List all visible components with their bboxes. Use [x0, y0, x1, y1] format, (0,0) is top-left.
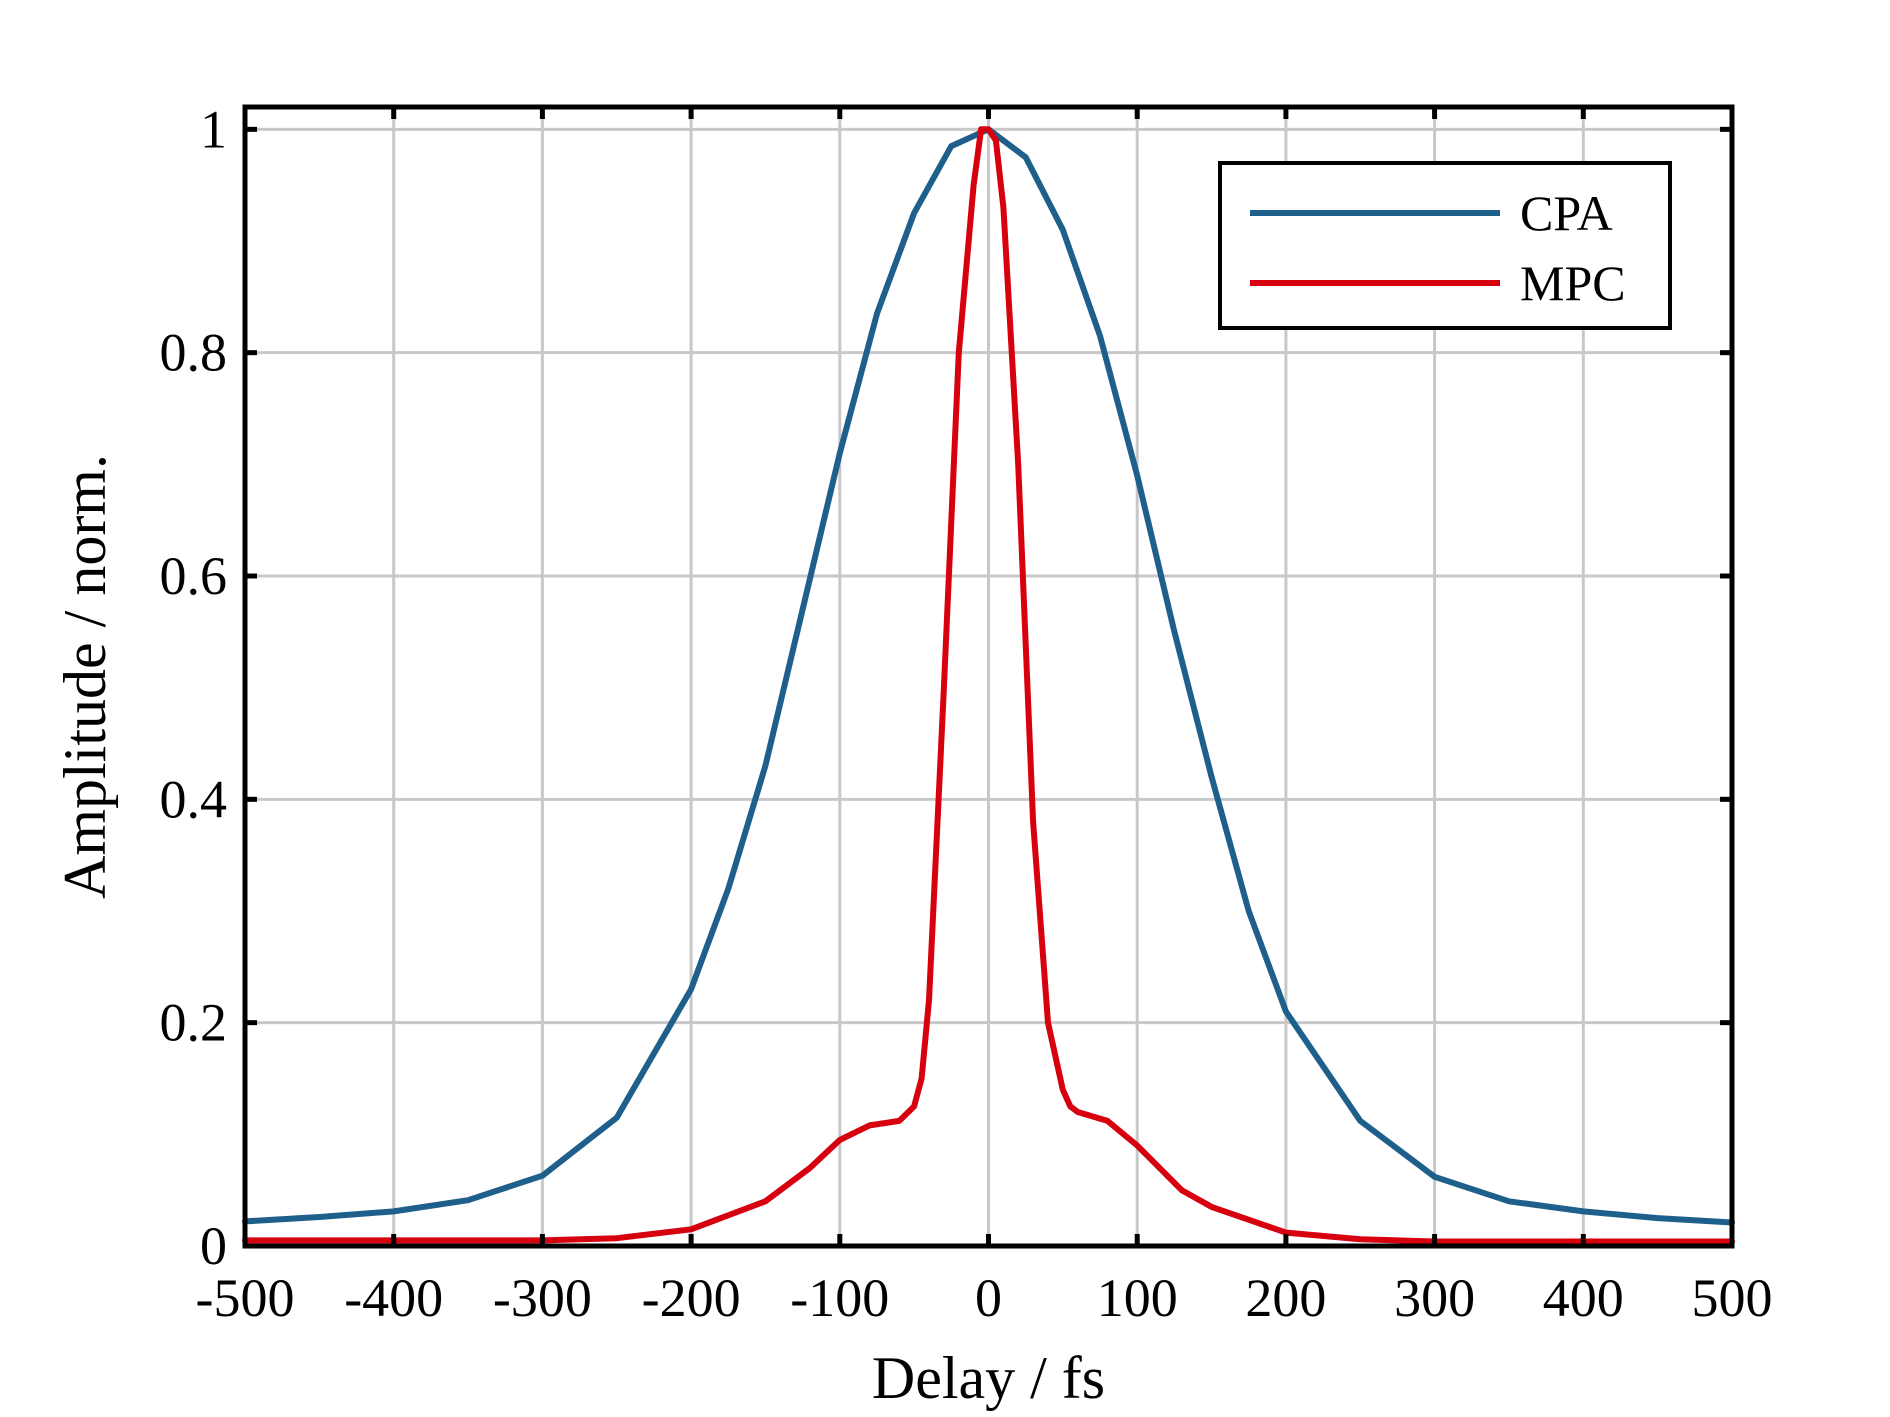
y-tick-label: 0 — [200, 1216, 227, 1276]
tick-marks — [242, 107, 1735, 1249]
y-tick-label: 0.6 — [160, 546, 228, 606]
x-tick-label: -200 — [642, 1268, 741, 1328]
x-axis-title: Delay / fs — [872, 1345, 1105, 1411]
y-tick-label: 0.8 — [160, 323, 228, 383]
y-tick-label: 0.4 — [160, 769, 228, 829]
y-axis-title: Amplitude / norm. — [52, 454, 118, 899]
x-tick-label: -500 — [196, 1268, 295, 1328]
legend: CPA MPC — [1218, 161, 1672, 330]
series-line-mpc — [242, 126, 1735, 1245]
x-tick-label: 400 — [1543, 1268, 1624, 1328]
x-tick-label: -400 — [344, 1268, 443, 1328]
x-tick-label: 300 — [1394, 1268, 1475, 1328]
x-tick-label: 100 — [1097, 1268, 1178, 1328]
x-tick-labels: -500 -400 -300 -200 -100 0 100 200 300 400 500 — [196, 1268, 1773, 1328]
x-tick-label: -100 — [790, 1268, 889, 1328]
x-tick-label: 200 — [1245, 1268, 1326, 1328]
y-tick-label: 1 — [200, 99, 227, 159]
legend-label-mpc: MPC — [1520, 255, 1626, 311]
series-layer — [242, 126, 1735, 1245]
legend-label-cpa: CPA — [1520, 185, 1613, 241]
legend-box — [1218, 161, 1672, 330]
x-tick-label: 500 — [1692, 1268, 1773, 1328]
y-tick-labels: 0 0.2 0.4 0.6 0.8 1 — [160, 99, 228, 1276]
x-tick-label: 0 — [975, 1268, 1002, 1328]
y-tick-label: 0.2 — [160, 993, 228, 1053]
x-tick-label: -300 — [493, 1268, 592, 1328]
